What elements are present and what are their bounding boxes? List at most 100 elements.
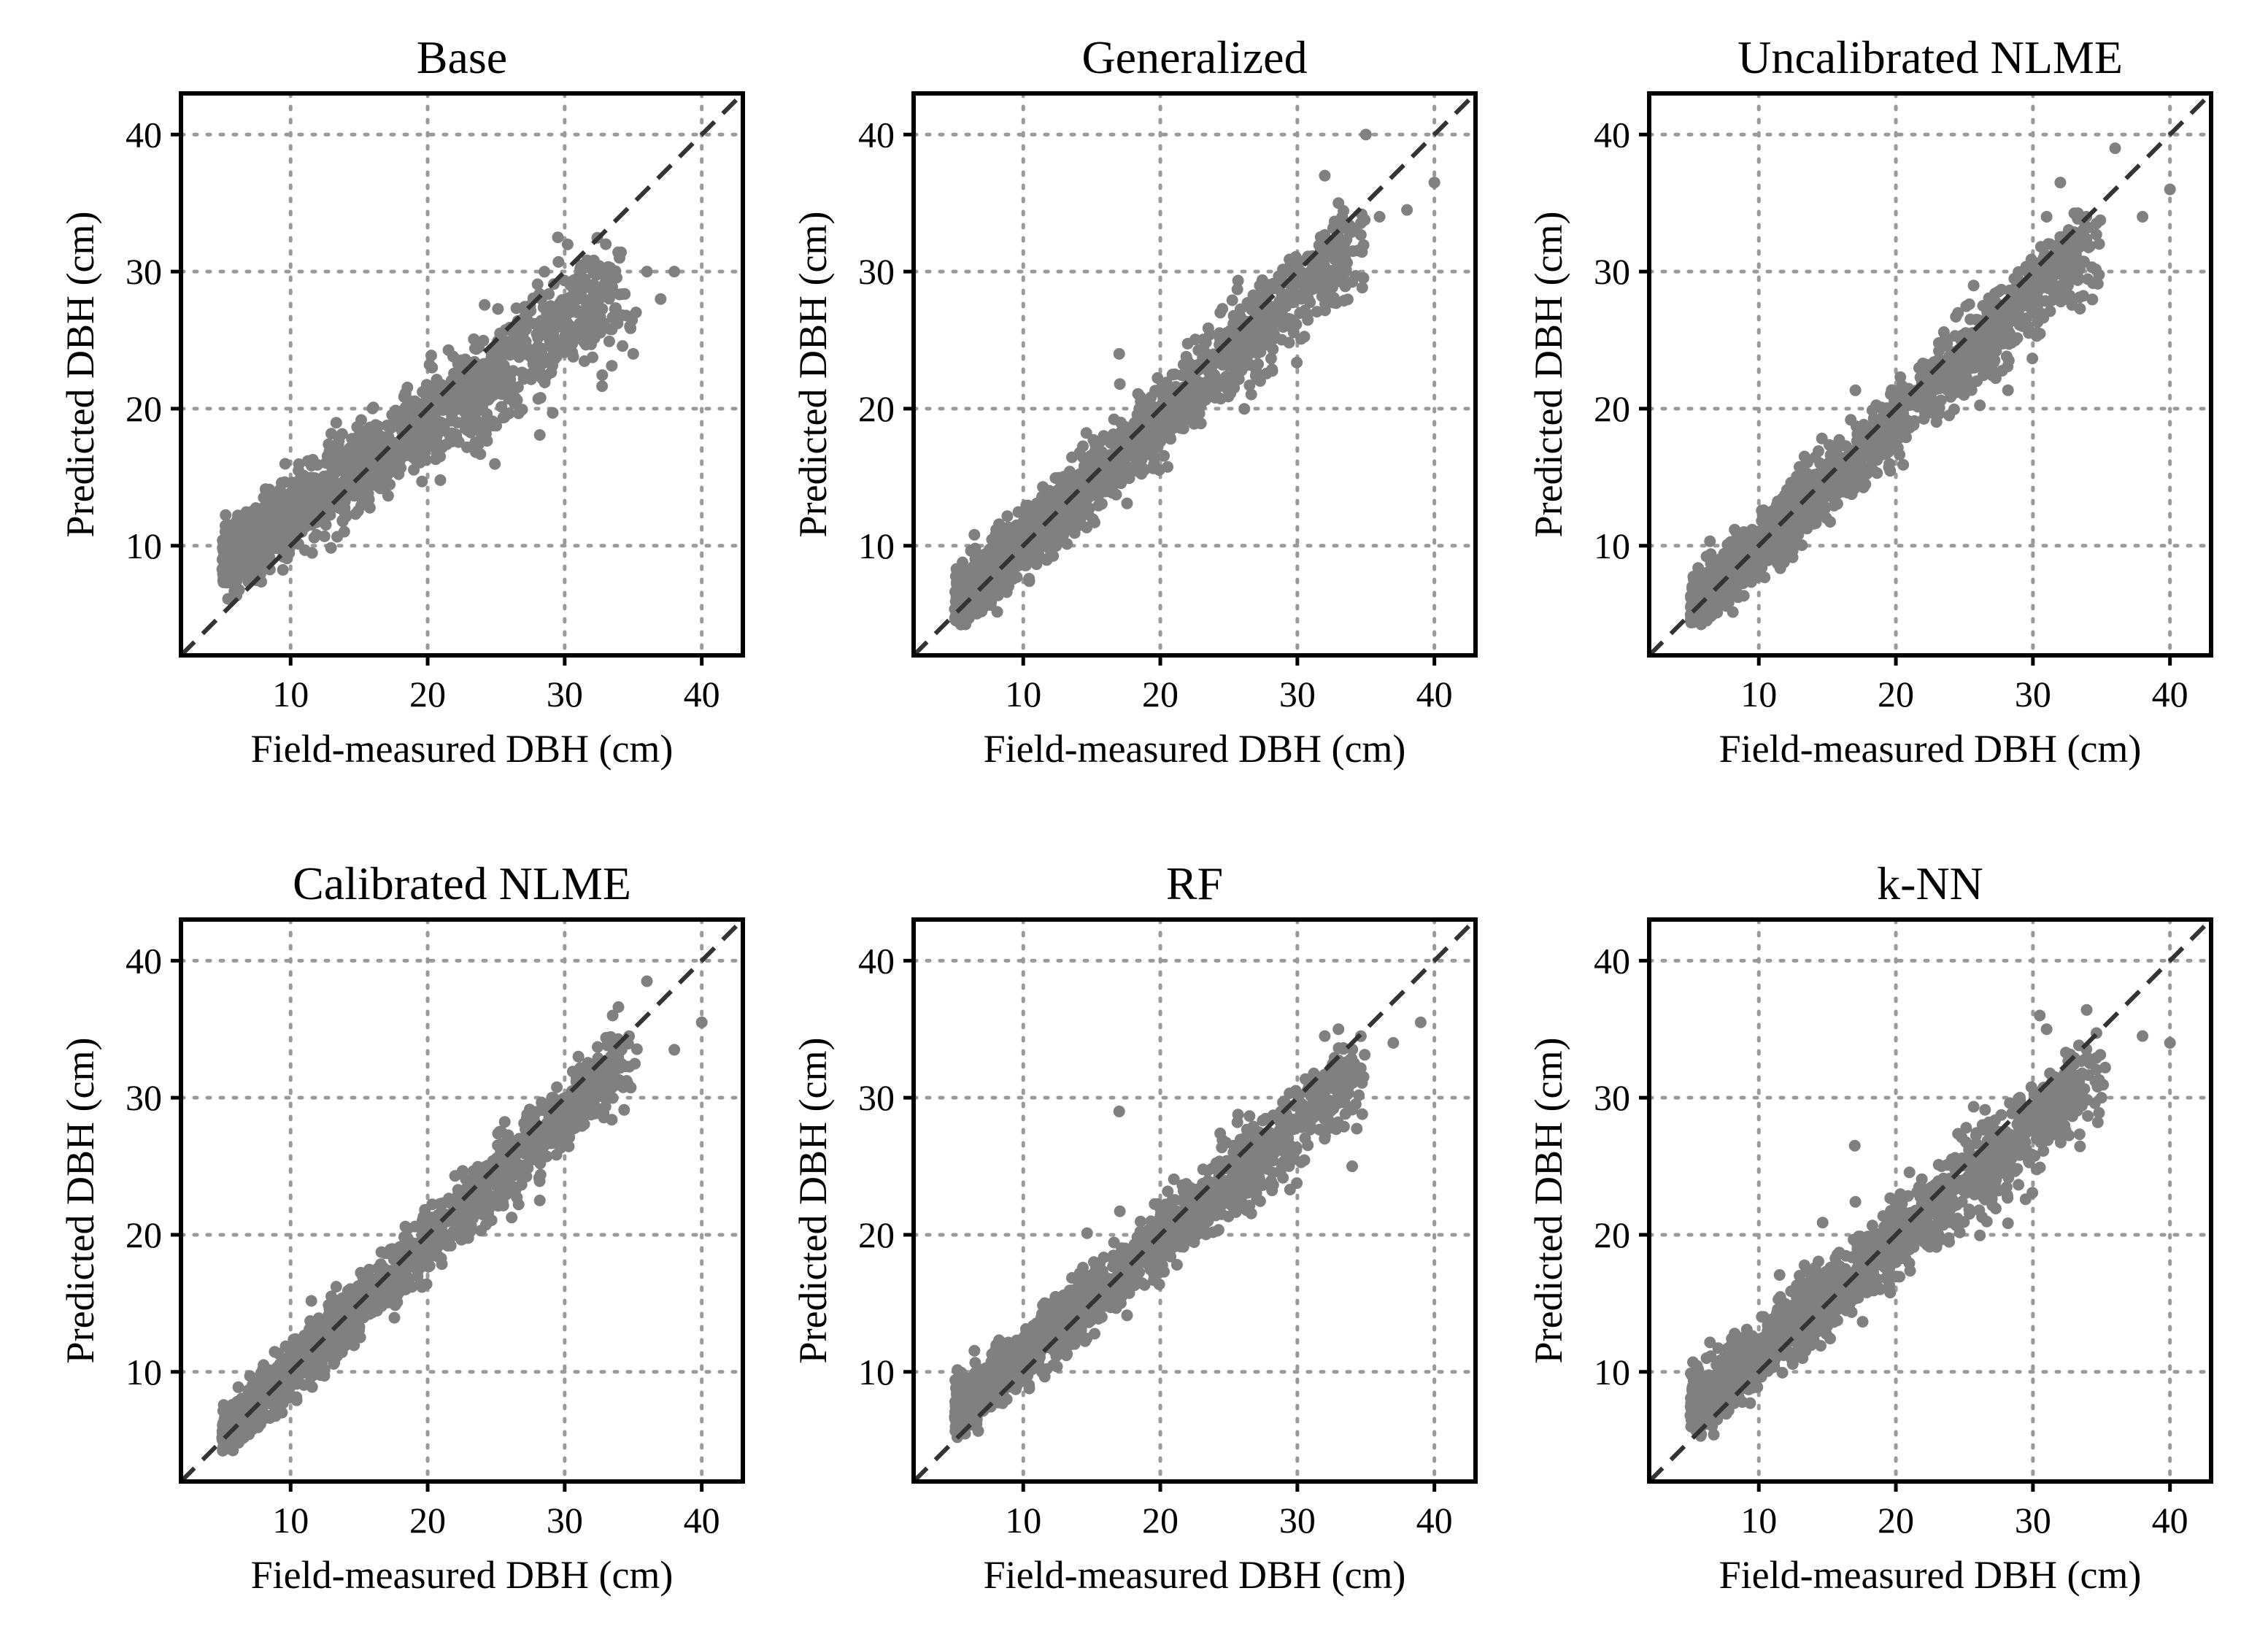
y-tick-label: 20 <box>858 388 895 429</box>
data-point <box>1930 416 1943 428</box>
data-point <box>2073 291 2086 304</box>
data-point <box>497 412 509 424</box>
data-point <box>617 340 629 352</box>
data-point <box>1252 358 1264 370</box>
data-point <box>279 458 291 470</box>
data-point <box>1971 337 1983 350</box>
data-point <box>2091 277 2104 290</box>
data-point <box>1228 350 1241 362</box>
data-point <box>1187 373 1200 385</box>
data-point-outlier <box>1332 197 1345 209</box>
data-point <box>588 279 601 291</box>
data-point <box>292 515 304 527</box>
data-point <box>331 531 344 543</box>
data-point <box>512 381 524 393</box>
data-point <box>451 417 463 428</box>
data-point <box>579 307 592 320</box>
data-point <box>596 303 609 315</box>
data-point <box>545 315 558 327</box>
data-point <box>1047 550 1060 562</box>
data-point <box>240 520 252 532</box>
data-point <box>2026 352 2039 365</box>
panel-title: Base <box>417 31 507 83</box>
data-point <box>1721 585 1733 598</box>
data-point <box>2060 274 2072 287</box>
data-point <box>1978 348 1991 361</box>
data-point <box>1071 472 1084 485</box>
data-point <box>596 369 609 381</box>
data-point <box>2054 244 2067 256</box>
data-point <box>1081 521 1093 533</box>
data-point <box>1208 369 1221 381</box>
data-point <box>603 335 615 347</box>
data-point <box>1997 337 2009 350</box>
data-point <box>606 360 618 372</box>
data-point <box>312 459 323 471</box>
data-point <box>578 336 590 348</box>
data-point <box>1891 390 1904 403</box>
data-point <box>1967 280 1980 292</box>
y-tick-label: 20 <box>126 388 162 429</box>
data-point <box>425 350 437 362</box>
data-point <box>431 374 443 386</box>
data-point <box>1338 267 1351 280</box>
data-point <box>1995 283 2007 296</box>
data-point <box>1148 452 1160 465</box>
data-point <box>2094 214 2107 226</box>
data-point <box>533 429 546 441</box>
data-point-outlier <box>613 252 625 264</box>
data-point <box>2070 252 2083 263</box>
y-axis-label: Predicted DBH (cm) <box>58 212 102 538</box>
data-point <box>1231 283 1243 296</box>
data-point <box>252 556 265 569</box>
data-point <box>397 411 409 423</box>
data-point <box>239 542 252 555</box>
data-point <box>1283 336 1295 349</box>
y-tick-label: 40 <box>1594 114 1630 155</box>
data-point <box>1121 497 1133 509</box>
data-point <box>269 517 281 529</box>
data-point <box>367 401 379 414</box>
data-point <box>949 570 962 582</box>
data-point <box>2037 312 2050 324</box>
data-point <box>495 401 508 413</box>
data-point <box>620 309 633 322</box>
data-point <box>2090 228 2102 241</box>
data-point <box>596 319 609 331</box>
x-axis-label: Field-measured DBH (cm) <box>251 727 674 771</box>
y-tick-label: 30 <box>1594 251 1630 292</box>
data-point <box>425 424 437 436</box>
x-tick-label: 30 <box>547 674 583 714</box>
data-point <box>363 429 376 442</box>
data-point-outlier <box>655 293 667 305</box>
x-tick-label: 20 <box>1878 674 1914 714</box>
data-point <box>2037 274 2049 287</box>
data-point <box>1238 403 1251 415</box>
data-point <box>1692 562 1705 574</box>
data-point <box>1001 510 1014 523</box>
data-point <box>1153 464 1165 476</box>
data-point <box>1199 391 1211 404</box>
data-point <box>1302 292 1314 304</box>
data-point <box>998 570 1010 582</box>
data-point <box>429 437 441 450</box>
data-point <box>219 520 231 532</box>
panel-title: Calibrated NLME <box>293 858 631 909</box>
data-point <box>1932 337 1945 349</box>
x-tick-label: 20 <box>1142 674 1179 714</box>
data-point <box>340 510 352 523</box>
data-point <box>490 420 503 432</box>
data-point <box>282 495 294 507</box>
data-point <box>1952 307 1964 319</box>
data-point <box>543 288 555 300</box>
data-point <box>476 395 488 407</box>
data-point <box>474 448 487 461</box>
data-point <box>1831 449 1843 461</box>
data-point <box>415 445 428 458</box>
data-point <box>601 288 614 301</box>
data-point <box>2013 266 2025 278</box>
data-point <box>1849 384 1862 396</box>
data-point <box>596 380 609 393</box>
data-point <box>1077 440 1089 452</box>
